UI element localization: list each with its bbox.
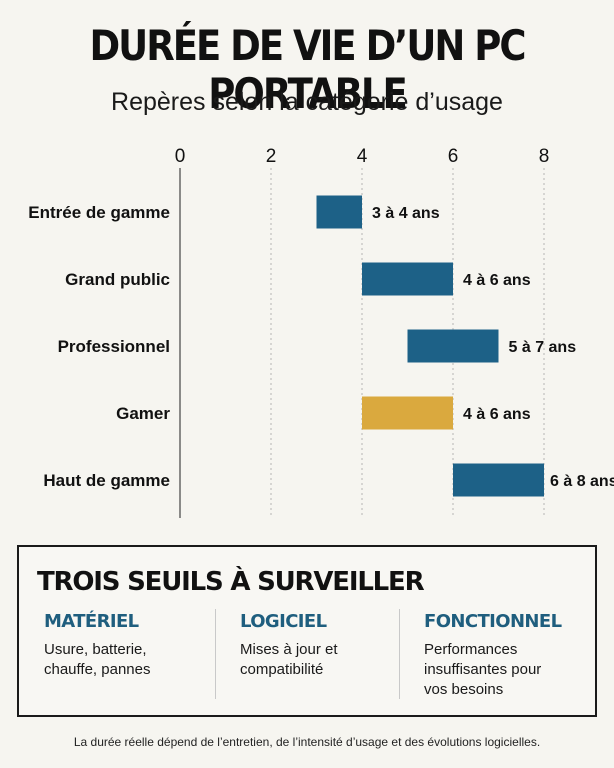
value-label: 4 à 6 ans	[463, 272, 531, 289]
lifespan-range-chart: 0 2 4 6 8 Entrée de gamme Grand public Professi…	[28, 146, 614, 518]
threshold-functional: FONCTIONNEL Performances insuffisantes p…	[424, 611, 589, 700]
threshold-line: Mises à jour et	[240, 641, 338, 658]
thresholds-title: TROIS SEUILS À SURVEILLER	[37, 567, 425, 597]
value-label: 3 à 4 ans	[372, 205, 440, 222]
range-bar	[362, 396, 453, 430]
category-label: Professionnel	[58, 337, 170, 356]
range-bar	[407, 329, 499, 363]
threshold-line: Performances	[424, 641, 518, 658]
category-label: Grand public	[65, 270, 170, 289]
threshold-text: Usure, batterie, chauffe, pannes	[44, 640, 214, 680]
threshold-line: Usure, batterie,	[44, 641, 147, 658]
threshold-line: chauffe, pannes	[44, 661, 151, 678]
value-label: 4 à 6 ans	[463, 406, 531, 423]
threshold-line: compatibilité	[240, 661, 324, 678]
x-tick-label: 8	[539, 146, 550, 167]
threshold-text: Mises à jour et compatibilité	[240, 640, 400, 680]
range-bar	[453, 463, 544, 497]
threshold-line: insuffisantes pour	[424, 661, 542, 678]
category-label: Haut de gamme	[43, 471, 170, 490]
category-label: Entrée de gamme	[28, 203, 170, 222]
range-bar	[316, 195, 362, 229]
value-label: 5 à 7 ans	[509, 339, 577, 356]
threshold-text: Performances insuffisantes pour vos beso…	[424, 640, 589, 700]
column-divider	[215, 609, 216, 699]
footnote: La durée réelle dépend de l’entretien, d…	[73, 735, 541, 749]
range-bar	[362, 262, 453, 296]
page-title: DURÉE DE VIE D’UN PC PORTABLE	[89, 22, 526, 119]
thresholds-panel: TROIS SEUILS À SURVEILLER MATÉRIEL Usure…	[17, 545, 597, 717]
threshold-heading: MATÉRIEL	[44, 611, 139, 632]
x-tick-label: 0	[175, 146, 186, 167]
threshold-software: LOGICIEL Mises à jour et compatibilité	[240, 611, 400, 680]
column-divider	[399, 609, 400, 699]
value-label: 6 à 8 ans	[550, 473, 614, 490]
threshold-heading: LOGICIEL	[240, 611, 327, 632]
x-tick-label: 6	[448, 146, 459, 167]
threshold-line: vos besoins	[424, 681, 504, 698]
page-subtitle: Repères selon la catégorie d’usage	[111, 88, 503, 116]
x-tick-label: 4	[357, 146, 368, 167]
x-tick-label: 2	[266, 146, 277, 167]
threshold-material: MATÉRIEL Usure, batterie, chauffe, panne…	[44, 611, 214, 680]
category-label: Gamer	[116, 404, 170, 423]
threshold-heading: FONCTIONNEL	[424, 611, 562, 632]
